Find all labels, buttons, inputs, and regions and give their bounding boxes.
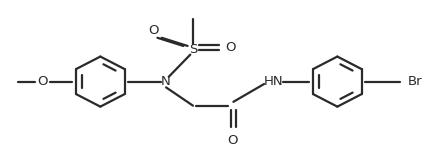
Text: Br: Br <box>406 75 421 88</box>
Text: O: O <box>148 24 158 37</box>
Text: S: S <box>188 43 197 56</box>
Text: O: O <box>225 41 235 54</box>
Text: HN: HN <box>263 75 283 88</box>
Text: O: O <box>227 134 237 147</box>
Text: N: N <box>161 75 171 88</box>
Text: O: O <box>37 75 47 88</box>
